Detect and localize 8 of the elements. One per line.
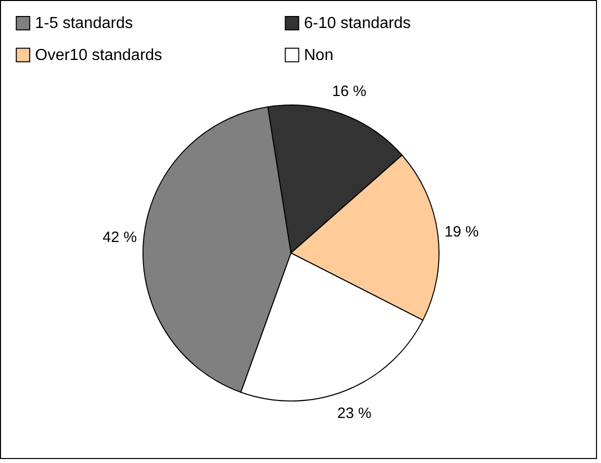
data-label: 19 % bbox=[444, 223, 479, 240]
data-label: 23 % bbox=[337, 404, 372, 422]
legend-label: 1-5 standards bbox=[35, 15, 133, 32]
legend-label: Non bbox=[304, 47, 334, 64]
data-label: 42 % bbox=[102, 228, 137, 246]
legend-label: 6-10 standards bbox=[304, 15, 411, 32]
legend-label: Over10 standards bbox=[35, 47, 162, 64]
data-label: 16 % bbox=[332, 83, 366, 100]
